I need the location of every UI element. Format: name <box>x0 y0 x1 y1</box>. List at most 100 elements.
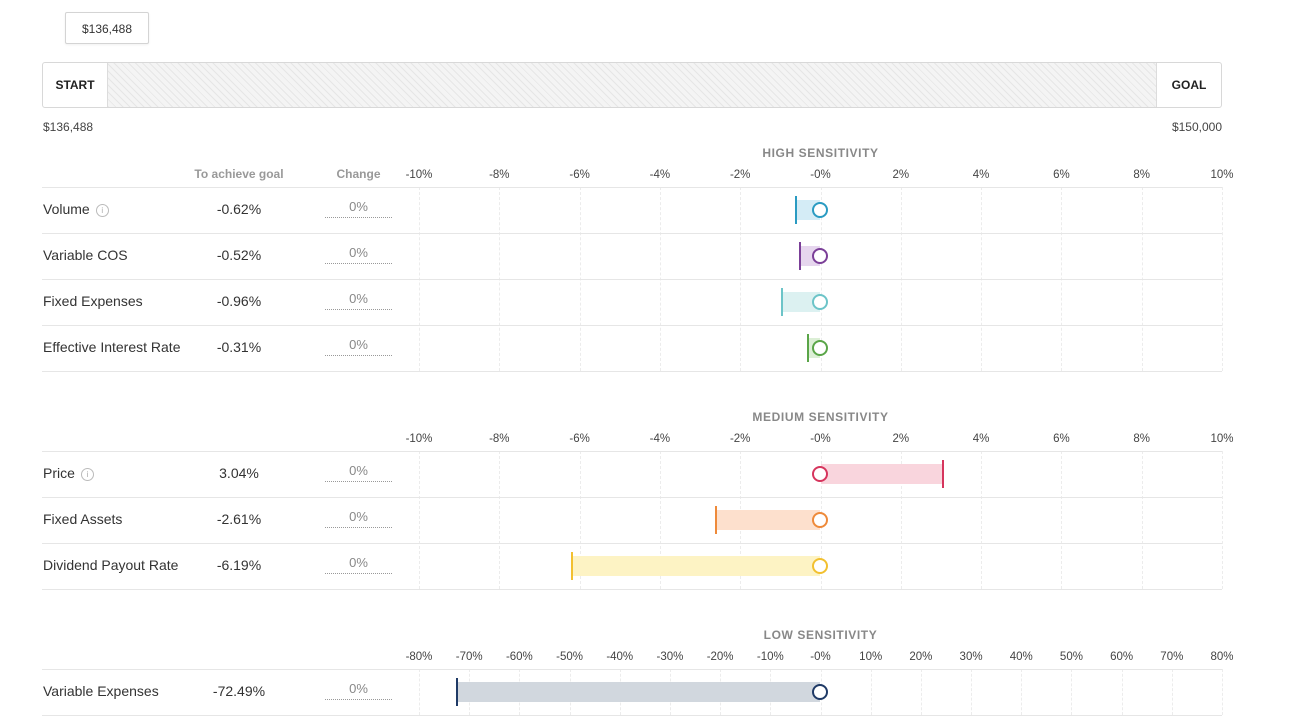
row-label: Dividend Payout Rate <box>43 557 178 573</box>
row-divider <box>42 233 1222 234</box>
current-value-handle[interactable] <box>811 558 828 574</box>
current-value-handle[interactable] <box>811 202 828 218</box>
x-tick-label: 20% <box>909 651 933 663</box>
x-tick-label: -20% <box>706 651 734 663</box>
info-icon[interactable]: i <box>80 468 94 481</box>
sensitivity-bar <box>571 556 821 576</box>
x-tick-label: 8% <box>1133 169 1150 181</box>
gridline <box>1171 669 1173 715</box>
x-tick-label: 30% <box>959 651 983 663</box>
goal-value: -0.96% <box>216 293 262 309</box>
x-tick-label: -60% <box>505 651 533 663</box>
x-tick-label: -0% <box>810 169 831 181</box>
change-input[interactable]: 0% <box>325 555 392 574</box>
section-title: MEDIUM SENSITIVITY <box>752 410 889 424</box>
x-tick-label: -4% <box>649 433 671 445</box>
row-label: Variable COS <box>43 247 128 263</box>
change-input[interactable]: 0% <box>325 245 392 264</box>
row-label: Price i <box>43 465 94 481</box>
row-label: Variable Expenses <box>43 683 159 699</box>
current-value-handle[interactable] <box>811 248 828 264</box>
x-tick-label: 6% <box>1053 433 1070 445</box>
x-tick-label: 10% <box>1210 169 1234 181</box>
x-tick-label: -40% <box>606 651 634 663</box>
change-input[interactable]: 0% <box>325 509 392 528</box>
section-title: HIGH SENSITIVITY <box>762 146 879 160</box>
row-divider <box>42 589 1222 590</box>
row-label-text: Fixed Assets <box>43 511 123 527</box>
goal-value: -2.61% <box>216 511 262 527</box>
sensitivity-bar <box>820 464 943 484</box>
x-tick-label: -2% <box>729 169 751 181</box>
x-tick-label: 6% <box>1053 169 1070 181</box>
x-tick-label: 8% <box>1133 433 1150 445</box>
to-achieve-goal-header: To achieve goal <box>194 167 284 181</box>
row-label-text: Volume <box>43 201 90 217</box>
goal-value: -0.52% <box>216 247 262 263</box>
goal-progress-tooltip: $136,488 <box>65 12 149 44</box>
x-tick-label: -0% <box>810 651 831 663</box>
x-tick-label: -10% <box>405 169 433 181</box>
row-divider <box>42 187 1222 188</box>
current-value-handle[interactable] <box>811 512 828 528</box>
x-tick-label: -10% <box>405 433 433 445</box>
gridline <box>579 451 581 589</box>
x-tick-label: -0% <box>810 433 831 445</box>
change-input[interactable]: 0% <box>325 681 392 700</box>
x-tick-label: 2% <box>892 169 910 181</box>
x-tick-label: 2% <box>892 433 910 445</box>
info-icon[interactable]: i <box>95 204 109 217</box>
sensitivity-bar <box>781 292 821 312</box>
goal-marker <box>570 552 573 580</box>
current-value-handle[interactable] <box>811 466 828 482</box>
row-label-text: Effective Interest Rate <box>43 339 181 355</box>
gridline <box>971 669 973 715</box>
goal-marker <box>455 678 458 706</box>
x-tick-label: -8% <box>489 433 510 445</box>
goal-marker <box>794 196 797 224</box>
x-tick-label: 10% <box>859 651 883 663</box>
sensitivity-bar <box>456 682 821 702</box>
x-tick-label: 60% <box>1110 651 1134 663</box>
goal-marker <box>798 242 801 270</box>
current-value-handle[interactable] <box>811 340 828 356</box>
x-tick-label: -2% <box>729 433 751 445</box>
row-label: Volume i <box>43 201 109 217</box>
gridline <box>870 669 872 715</box>
gridline <box>1222 187 1223 371</box>
goal-marker <box>780 288 783 316</box>
current-value-handle[interactable] <box>811 684 828 700</box>
gridline <box>659 451 661 589</box>
gridline <box>1121 669 1123 715</box>
goal-marker <box>714 506 717 534</box>
current-value-handle[interactable] <box>811 294 828 310</box>
start-value: $136,488 <box>43 120 94 134</box>
row-divider <box>42 451 1222 452</box>
change-header: Change <box>336 167 381 181</box>
change-input[interactable]: 0% <box>325 337 392 356</box>
x-tick-label: -80% <box>405 651 433 663</box>
x-tick-label: -8% <box>489 169 510 181</box>
x-tick-label: 50% <box>1059 651 1083 663</box>
goal-value: $150,000 <box>1171 120 1222 134</box>
x-tick-label: 40% <box>1009 651 1033 663</box>
row-divider <box>42 715 1222 716</box>
x-tick-label: -6% <box>569 433 590 445</box>
row-divider <box>42 371 1222 372</box>
row-label: Fixed Expenses <box>43 293 143 309</box>
x-tick-label: -50% <box>556 651 583 663</box>
gridline <box>981 451 983 589</box>
change-input[interactable]: 0% <box>325 291 392 310</box>
row-label-text: Price <box>43 465 75 481</box>
goal-marker <box>941 460 944 488</box>
change-input[interactable]: 0% <box>325 199 392 218</box>
row-divider <box>42 543 1222 544</box>
gridline <box>1222 669 1223 715</box>
x-tick-label: 10% <box>1210 433 1234 445</box>
change-input[interactable]: 0% <box>325 463 392 482</box>
x-tick-label: 4% <box>972 433 990 445</box>
start-label: START <box>55 78 95 92</box>
gridline <box>900 451 902 589</box>
x-tick-label: 80% <box>1210 651 1234 663</box>
gridline <box>1141 451 1143 589</box>
